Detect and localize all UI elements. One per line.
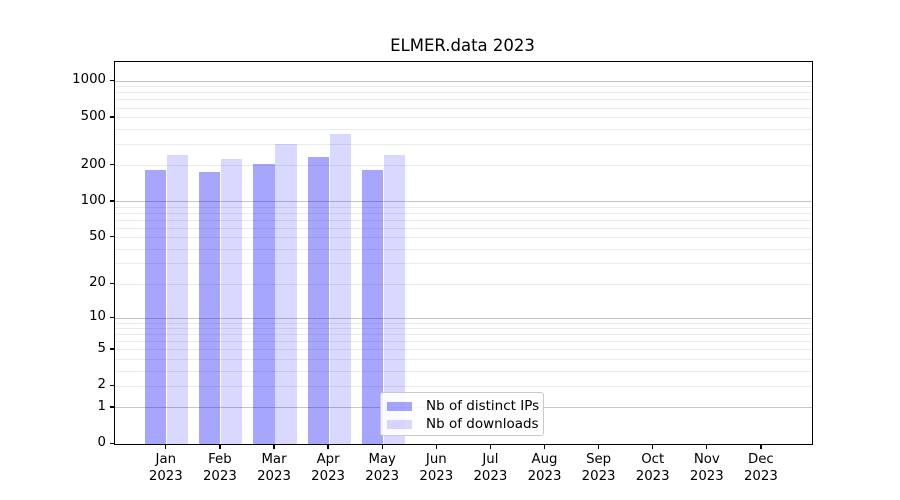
x-tick-feb-2023 [219,444,221,449]
x-tick-label-may-2023: May 2023 [365,452,400,484]
gridline-600 [115,107,812,109]
gridline-400 [115,128,812,130]
y-tick-label-10: 10 [89,309,106,325]
gridline-6 [115,341,812,343]
y-tick-500 [109,116,114,118]
x-tick-label-jul-2023: Jul 2023 [473,452,508,484]
gridline-20 [115,283,812,285]
gridline-30 [115,263,812,265]
y-tick-100 [109,200,114,202]
gridline-70 [115,219,812,221]
y-tick-label-50: 50 [89,228,106,244]
bar-nb-of-downloads-jan-2023 [167,155,189,444]
bar-nb-of-downloads-may-2023 [383,155,405,444]
legend-label-distinct-ips: Nb of distinct IPs [426,398,540,414]
x-tick-label-feb-2023: Feb 2023 [202,452,237,484]
x-tick-jun-2023 [435,444,437,449]
gridline-100 [115,201,812,203]
gridline-200 [115,165,812,167]
chart-title: ELMER.data 2023 [390,36,535,55]
x-tick-nov-2023 [706,444,708,449]
y-tick-label-5: 5 [97,340,106,356]
gridline-5 [115,349,812,351]
gridline-3 [115,370,812,372]
bar-nb-of-downloads-feb-2023 [221,158,243,444]
bar-nb-of-distinct-ips-may-2023 [361,170,383,444]
y-tick-label-20: 20 [89,275,106,291]
legend-swatch-distinct-ips-icon [387,401,412,411]
gridline-1000 [115,80,812,82]
gridline-8 [115,328,812,330]
y-tick-2 [109,384,114,387]
gridline-9 [115,322,812,324]
gridline-80 [115,212,812,214]
x-tick-label-dec-2023: Dec 2023 [743,452,778,484]
x-tick-sep-2023 [597,444,600,449]
x-tick-oct-2023 [652,444,654,449]
x-tick-dec-2023 [760,444,762,449]
legend-item-downloads: Nb of downloads [385,415,539,433]
gridline-500 [115,117,812,119]
bar-nb-of-downloads-mar-2023 [275,144,297,444]
y-tick-label-100: 100 [80,192,106,208]
x-tick-jan-2023 [165,444,167,449]
x-tick-label-jun-2023: Jun 2023 [419,452,454,484]
y-tick-label-1: 1 [97,398,106,414]
x-tick-label-jan-2023: Jan 2023 [148,452,183,484]
gridline-700 [115,99,812,101]
y-tick-10 [109,316,114,318]
x-tick-label-mar-2023: Mar 2023 [257,452,291,484]
gridline-2 [115,385,812,387]
y-tick-label-500: 500 [80,108,106,124]
legend-item-distinct-ips: Nb of distinct IPs [385,397,540,415]
gridline-900 [115,86,812,88]
x-tick-label-apr-2023: Apr 2023 [311,452,346,484]
y-tick-50 [109,236,114,238]
y-tick-1 [109,406,114,408]
bar-nb-of-distinct-ips-feb-2023 [199,172,221,444]
x-tick-apr-2023 [327,444,329,449]
x-tick-label-aug-2023: Aug 2023 [527,452,562,484]
y-tick-200 [109,164,114,166]
y-tick-label-1000: 1000 [72,72,106,88]
bar-nb-of-distinct-ips-apr-2023 [307,156,329,444]
x-tick-may-2023 [381,444,383,449]
gridline-40 [115,248,812,250]
x-tick-mar-2023 [273,444,275,449]
gridline-800 [115,92,812,94]
x-tick-aug-2023 [543,444,546,449]
x-tick-label-nov-2023: Nov 2023 [689,452,724,484]
plot-area [114,61,813,445]
bar-nb-of-distinct-ips-mar-2023 [253,163,275,444]
legend: Nb of distinct IPs Nb of downloads [380,392,544,436]
bar-nb-of-distinct-ips-jan-2023 [145,170,167,444]
bar-nb-of-downloads-apr-2023 [329,134,351,444]
y-tick-label-0: 0 [97,435,106,450]
gridline-300 [115,143,812,145]
legend-label-downloads: Nb of downloads [426,416,539,432]
gridline-60 [115,227,812,229]
y-tick-1000 [109,79,114,82]
legend-swatch-downloads-icon [387,419,412,429]
x-tick-label-sep-2023: Sep 2023 [581,452,616,484]
y-tick-20 [109,282,114,285]
gridline-10 [115,317,812,319]
y-tick-label-200: 200 [80,156,106,172]
gridline-7 [115,334,812,336]
y-tick-label-2: 2 [97,377,106,393]
gridline-4 [115,359,812,360]
x-tick-jul-2023 [489,444,492,449]
gridline-90 [115,206,812,208]
y-tick-0 [109,442,114,444]
y-tick-5 [109,348,114,350]
x-tick-label-oct-2023: Oct 2023 [635,452,670,484]
gridline-50 [115,237,812,239]
